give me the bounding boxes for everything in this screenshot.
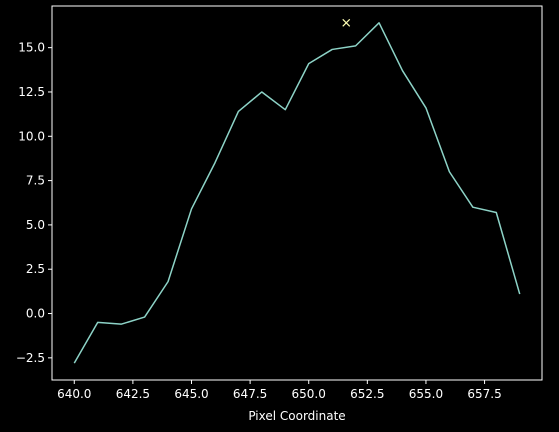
- y-tick-label: −2.5: [16, 351, 45, 365]
- series-line: [73, 22, 521, 364]
- x-tick-label: 655.0: [409, 387, 443, 401]
- x-marker-stroke: [342, 18, 351, 27]
- x-tick-label: 642.5: [116, 387, 150, 401]
- y-tick-label: 0.0: [26, 307, 45, 321]
- y-tick-label: 7.5: [26, 174, 45, 188]
- y-tick-label: 15.0: [18, 41, 45, 55]
- x-tick-label: 647.5: [233, 387, 267, 401]
- x-tick-label: 650.0: [292, 387, 326, 401]
- x-tick-label: 640.0: [57, 387, 91, 401]
- y-tick-label: 10.0: [18, 129, 45, 143]
- x-tick-label: 652.5: [350, 387, 384, 401]
- x-tick-label: 645.0: [174, 387, 208, 401]
- x-axis-label: Pixel Coordinate: [248, 409, 345, 423]
- y-tick-label: 5.0: [26, 218, 45, 232]
- y-tick-label: 12.5: [18, 85, 45, 99]
- y-tick-label: 2.5: [26, 262, 45, 276]
- axes-frame: [51, 5, 543, 381]
- x-marker: [342, 18, 351, 27]
- x-tick-label: 657.5: [467, 387, 501, 401]
